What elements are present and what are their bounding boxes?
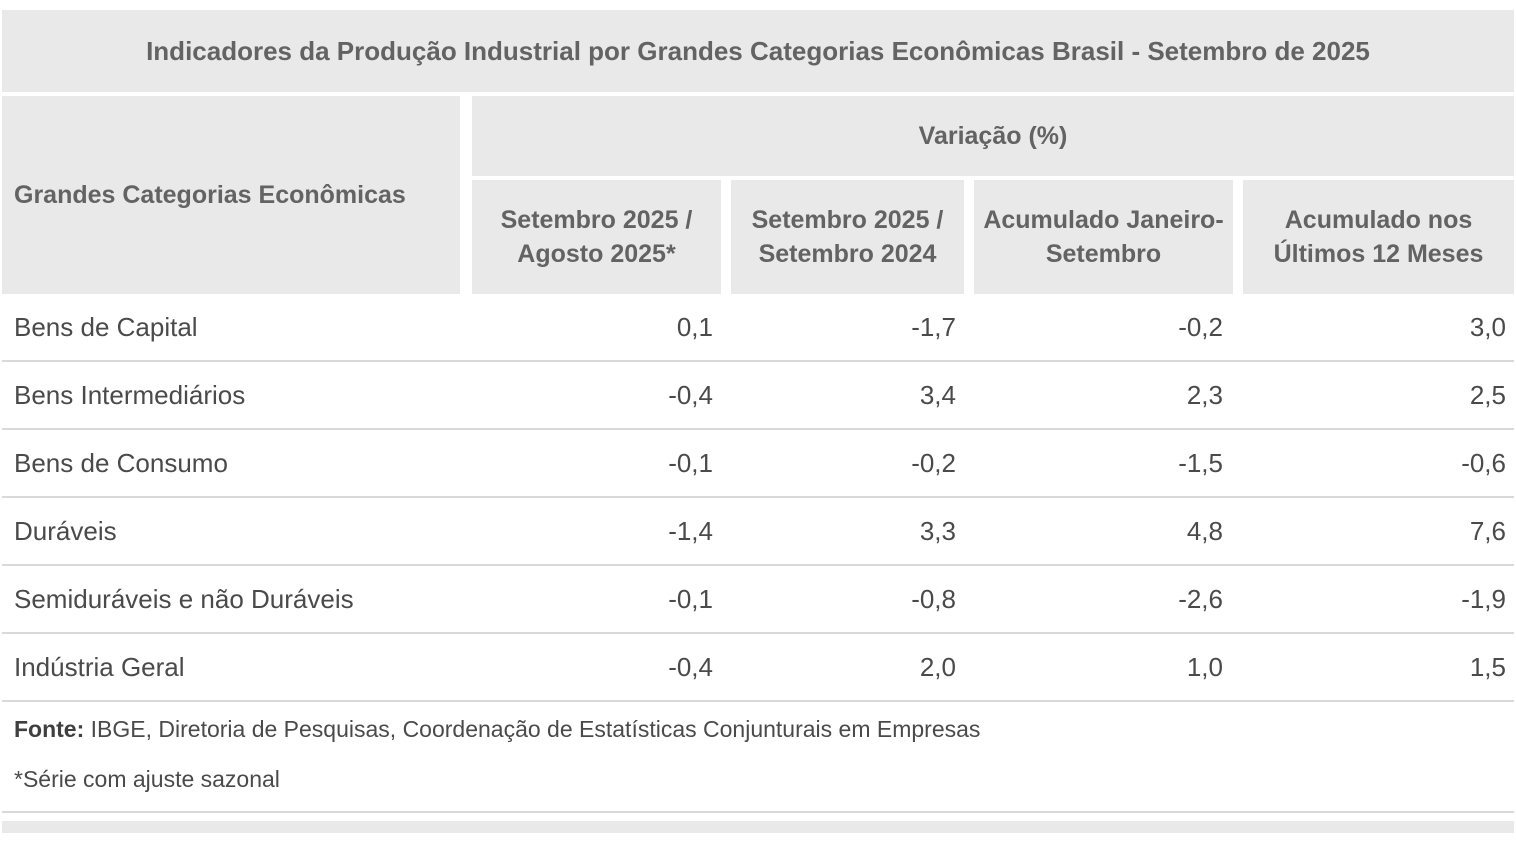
value-cell: -0,2 (911, 447, 956, 478)
value-cell: -0,2 (1178, 311, 1223, 342)
value-cell: -2,6 (1178, 583, 1223, 614)
value-cell: 0,1 (676, 311, 713, 342)
row-group-header: Grandes Categorias Econômicas (2, 96, 460, 294)
footnote-line: *Série com ajuste sazonal (14, 766, 280, 792)
value-cell: 7,6 (1469, 515, 1506, 546)
table-footer: Fonte: IBGE, Diretoria de Pesquisas, Coo… (2, 702, 1514, 813)
column-headers: Setembro 2025 / Agosto 2025* Setembro 202… (472, 180, 1514, 294)
value-cell: -0,4 (668, 379, 713, 410)
row-label: Indústria Geral (14, 651, 185, 682)
row-label: Bens Intermediários (14, 379, 246, 410)
value-cell: 2,3 (1186, 379, 1223, 410)
value-cell: -0,6 (1461, 447, 1506, 478)
column-header: Acumulado Janeiro-Setembro (974, 180, 1233, 294)
column-header: Setembro 2025 / Setembro 2024 (731, 180, 964, 294)
value-cell: 2,5 (1469, 379, 1506, 410)
value-cell: 1,5 (1469, 651, 1506, 682)
row-label: Bens de Consumo (14, 447, 228, 478)
value-cell: 3,4 (919, 379, 956, 410)
table-title: Indicadores da Produção Industrial por G… (2, 10, 1514, 92)
value-cell: -0,1 (668, 447, 713, 478)
next-table-title-bar-partial (2, 821, 1514, 833)
value-cell: -1,7 (911, 311, 956, 342)
value-cell: 4,8 (1186, 515, 1223, 546)
variation-header-block: Variação (%) Setembro 2025 / Agosto 2025… (472, 96, 1514, 294)
table-row: Bens de Capital 0,1 -1,7 -0,2 3,0 (2, 294, 1514, 362)
table-row: Bens Intermediários -0,4 3,4 2,3 2,5 (2, 362, 1514, 430)
table-row: Semiduráveis e não Duráveis -0,1 -0,8 -2,6 -… (2, 566, 1514, 634)
value-cell: 2,0 (919, 651, 956, 682)
table-row: Duráveis -1,4 3,3 4,8 7,6 (2, 498, 1514, 566)
value-cell: 3,3 (919, 515, 956, 546)
table-header: Grandes Categorias Econômicas Variação (… (2, 96, 1514, 294)
value-cell: 3,0 (1469, 311, 1506, 342)
value-cell: -0,4 (668, 651, 713, 682)
row-label: Semiduráveis e não Duráveis (14, 583, 354, 614)
table-body: Bens de Capital 0,1 -1,7 -0,2 3,0 Bens Interm… (2, 294, 1514, 702)
column-group-header: Variação (%) (472, 96, 1514, 176)
column-header: Setembro 2025 / Agosto 2025* (472, 180, 721, 294)
row-label: Bens de Capital (14, 311, 198, 342)
value-cell: -1,5 (1178, 447, 1223, 478)
value-cell: 1,0 (1186, 651, 1223, 682)
row-label: Duráveis (14, 515, 117, 546)
value-cell: -0,8 (911, 583, 956, 614)
source-line: Fonte: IBGE, Diretoria de Pesquisas, Coo… (14, 716, 1514, 742)
source-label: Fonte: (14, 716, 85, 742)
source-text: IBGE, Diretoria de Pesquisas, Coordenaçã… (84, 716, 981, 742)
table-row: Indústria Geral -0,4 2,0 1,0 1,5 (2, 634, 1514, 702)
value-cell: -1,4 (668, 515, 713, 546)
column-header: Acumulado nos Últimos 12 Meses (1243, 180, 1514, 294)
value-cell: -0,1 (668, 583, 713, 614)
value-cell: -1,9 (1461, 583, 1506, 614)
table-row: Bens de Consumo -0,1 -0,2 -1,5 -0,6 (2, 430, 1514, 498)
